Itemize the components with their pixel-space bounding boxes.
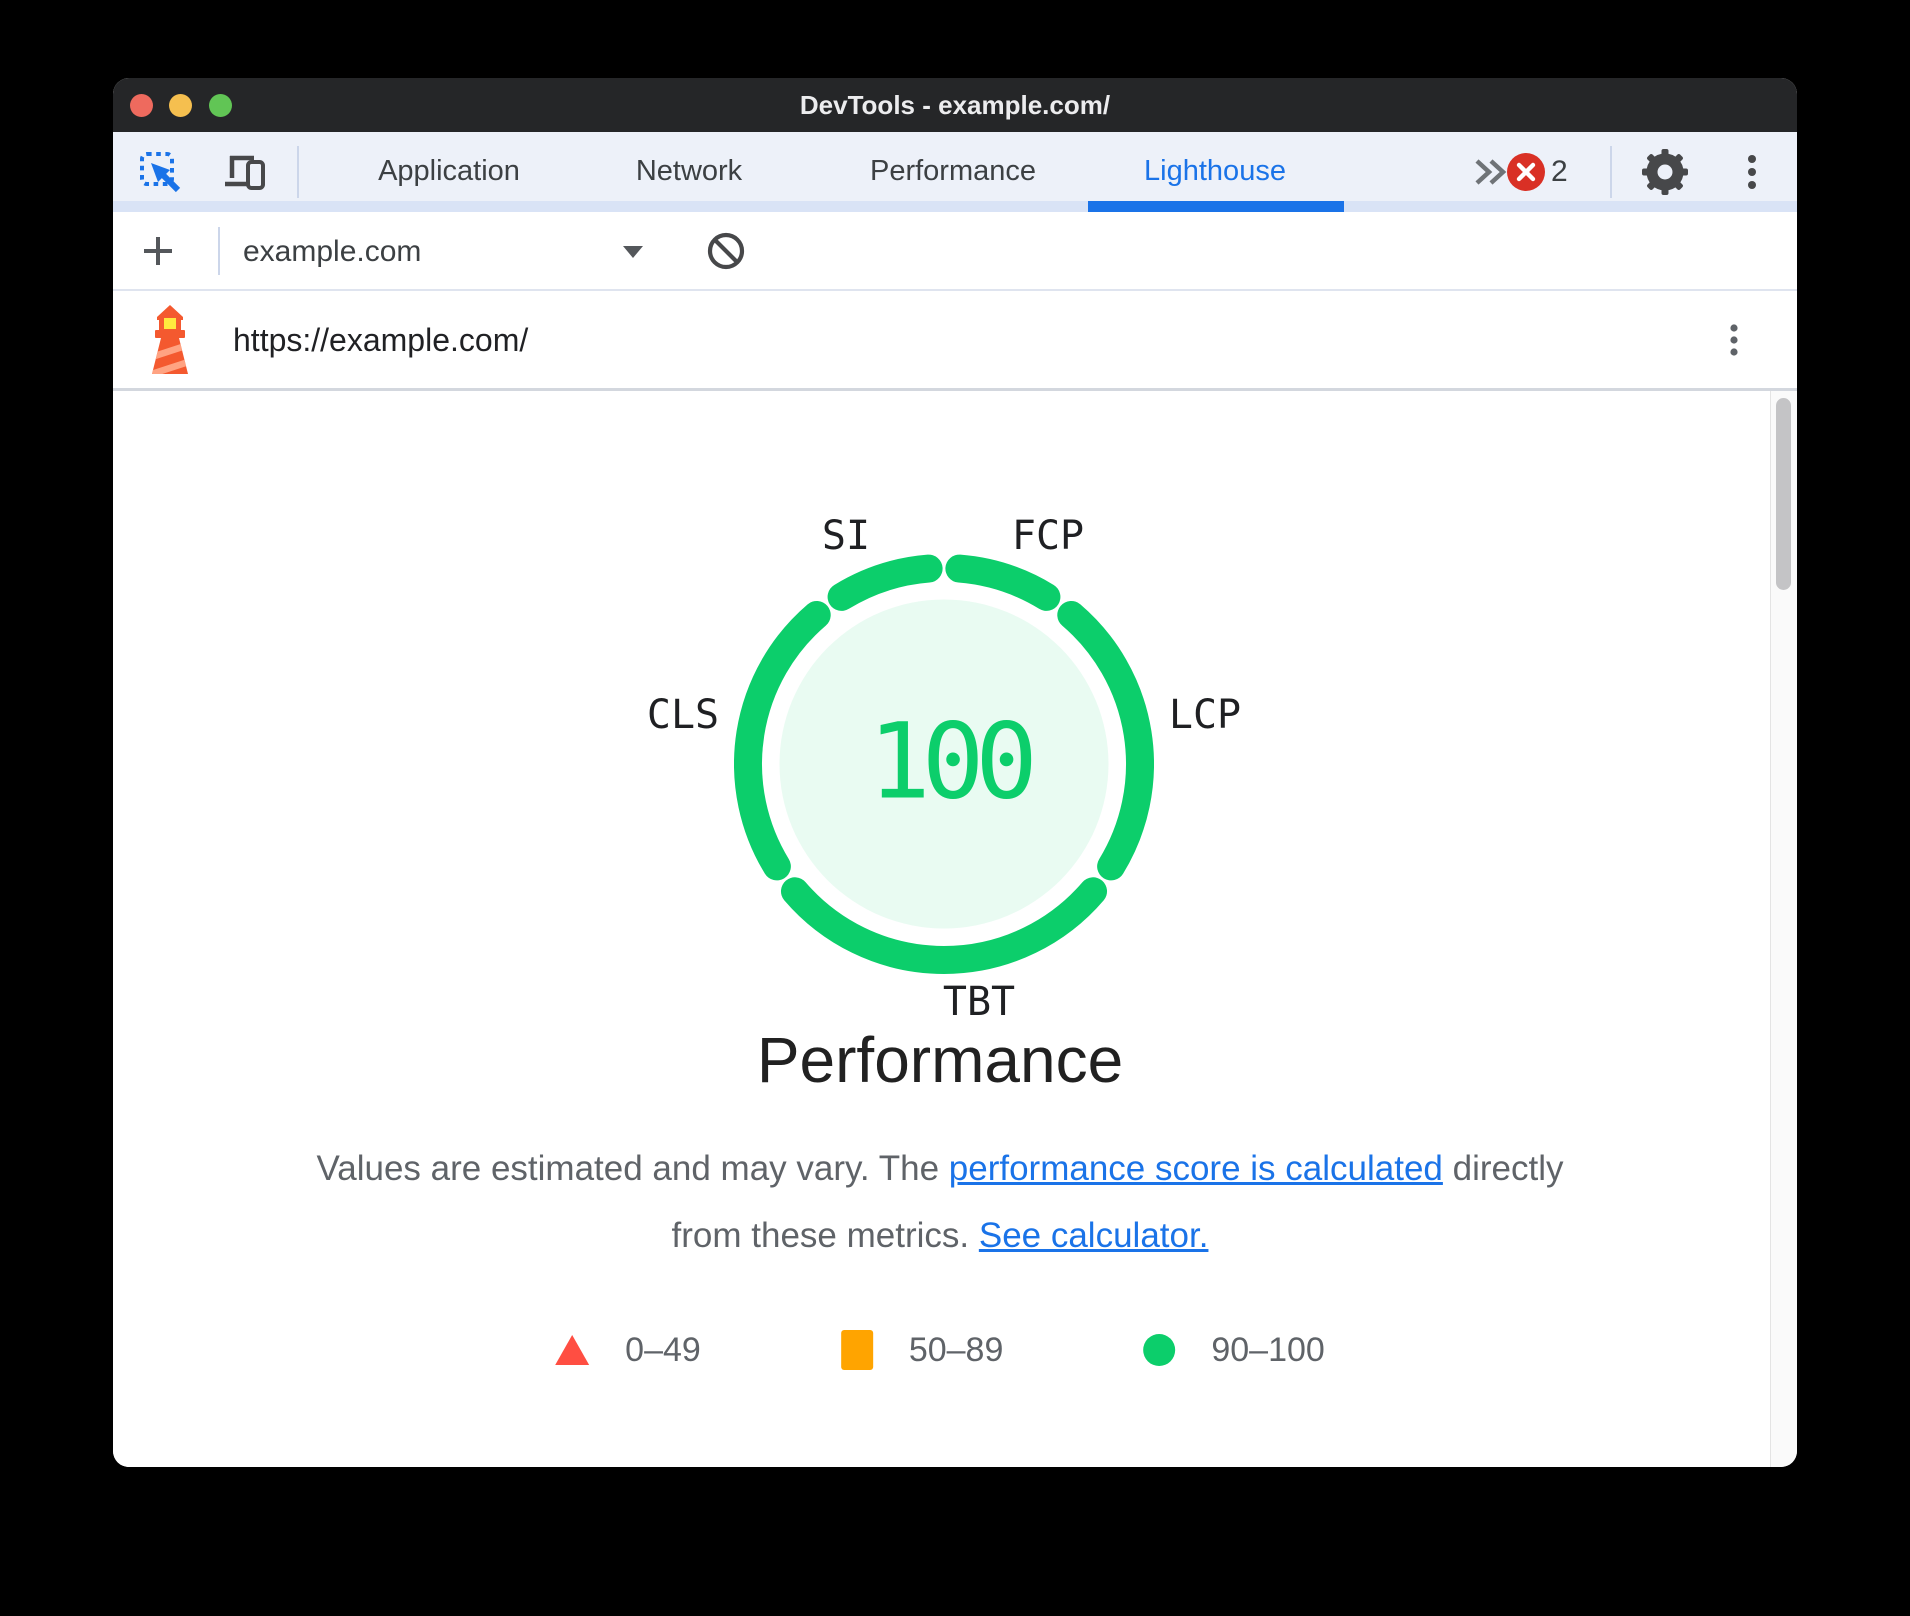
devtools-toolbar: Application Network Performance Lighthou… xyxy=(113,132,1797,212)
error-badge-icon[interactable] xyxy=(1506,152,1546,192)
tab-application[interactable]: Application xyxy=(378,155,520,187)
inspect-element-icon[interactable] xyxy=(138,150,182,194)
settings-gear-icon[interactable] xyxy=(1641,148,1689,196)
performance-score: 100 xyxy=(868,700,1038,823)
active-tab-underline xyxy=(1088,201,1344,212)
metric-label-si: SI xyxy=(821,513,871,559)
legend-range: 90–100 xyxy=(1211,1330,1325,1369)
window-titlebar[interactable]: DevTools - example.com/ xyxy=(113,78,1797,132)
average-square-icon xyxy=(840,1330,873,1370)
toolbar-separator xyxy=(1610,146,1612,198)
scrollbar-track[interactable] xyxy=(1770,391,1797,1467)
kebab-menu-icon[interactable] xyxy=(1730,150,1774,194)
report-kebab-menu-icon[interactable] xyxy=(1714,320,1754,360)
metric-label-cls: CLS xyxy=(646,692,720,738)
tab-network[interactable]: Network xyxy=(635,155,743,187)
metric-label-lcp: LCP xyxy=(1168,692,1242,738)
gauge-arc-si xyxy=(827,554,943,611)
toolbar-separator xyxy=(218,227,220,275)
tab-lighthouse[interactable]: Lighthouse xyxy=(1144,155,1286,187)
score-legend: 0–49 50–89 90–100 xyxy=(555,1328,1325,1372)
close-window-button[interactable] xyxy=(130,94,153,117)
gauge-arc-tbt xyxy=(780,877,1108,974)
tab-performance[interactable]: Performance xyxy=(869,155,1037,187)
zoom-window-button[interactable] xyxy=(209,94,232,117)
target-select[interactable]: example.com xyxy=(243,235,422,268)
see-calculator-link[interactable]: See calculator. xyxy=(978,1216,1209,1255)
devtools-window: DevTools - example.com/ Application Netw… xyxy=(113,78,1797,1467)
window-title: DevTools - example.com/ xyxy=(799,90,1111,120)
score-description: Values are estimated and may vary. The p… xyxy=(315,1135,1565,1269)
lighthouse-report: 100 SI FCP CLS LCP TBT Performance Value… xyxy=(113,391,1770,1467)
metric-label-tbt: TBT xyxy=(942,979,1016,1025)
clear-results-icon[interactable] xyxy=(702,227,750,275)
metric-label-fcp: FCP xyxy=(1011,513,1085,559)
pass-circle-icon xyxy=(1143,1334,1176,1366)
legend-range: 50–89 xyxy=(908,1330,1004,1369)
minimize-window-button[interactable] xyxy=(169,94,192,117)
description-text: directly from these metrics. xyxy=(671,1149,1564,1255)
report-url: https://example.com/ xyxy=(233,322,529,358)
scrollbar-thumb[interactable] xyxy=(1776,398,1791,590)
error-count[interactable]: 2 xyxy=(1551,155,1568,188)
device-toolbar-icon[interactable] xyxy=(220,148,268,196)
tabbar-bottom-strip xyxy=(113,201,1797,212)
legend-range: 0–49 xyxy=(625,1330,701,1369)
lighthouse-logo-icon xyxy=(152,305,188,374)
toolbar-separator xyxy=(297,146,299,198)
performance-gauge xyxy=(734,554,1154,974)
category-title: Performance xyxy=(756,1024,1124,1096)
score-calc-link[interactable]: performance score is calculated xyxy=(948,1149,1443,1188)
gauge-arc-fcp xyxy=(945,554,1061,611)
report-header: https://example.com/ xyxy=(113,291,1797,391)
legend-item-average: 50–89 xyxy=(840,1330,1004,1370)
fail-triangle-icon xyxy=(555,1335,590,1365)
legend-item-pass: 90–100 xyxy=(1143,1330,1325,1370)
gauge-arc-lcp xyxy=(1057,600,1154,881)
gauge-fill xyxy=(779,599,1109,929)
gauge-arc-cls xyxy=(734,600,831,881)
chevron-down-icon[interactable] xyxy=(623,246,643,258)
legend-item-fail: 0–49 xyxy=(555,1331,701,1370)
description-text: Values are estimated and may vary. The xyxy=(316,1149,949,1188)
lighthouse-target-bar: example.com xyxy=(113,212,1797,291)
new-report-plus-icon[interactable] xyxy=(138,231,178,271)
more-tabs-icon[interactable] xyxy=(1471,156,1509,188)
